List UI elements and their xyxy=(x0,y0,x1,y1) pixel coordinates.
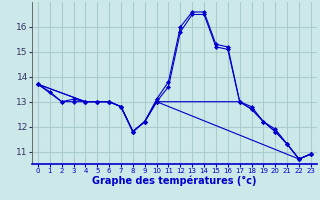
X-axis label: Graphe des températures (°c): Graphe des températures (°c) xyxy=(92,176,257,186)
